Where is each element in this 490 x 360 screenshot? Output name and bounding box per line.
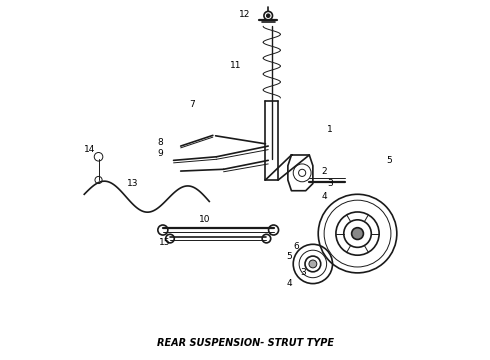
- Text: 7: 7: [189, 100, 195, 109]
- Text: 6: 6: [293, 242, 299, 251]
- Text: 15: 15: [159, 238, 171, 247]
- Text: 3: 3: [300, 268, 306, 277]
- Text: 11: 11: [230, 61, 242, 70]
- Text: 9: 9: [157, 149, 163, 158]
- Text: 2: 2: [322, 167, 327, 176]
- Text: 3: 3: [327, 179, 333, 188]
- Text: 1: 1: [327, 126, 333, 135]
- Text: 10: 10: [198, 215, 210, 224]
- Circle shape: [267, 14, 270, 18]
- Text: 13: 13: [127, 179, 139, 188]
- Circle shape: [309, 260, 317, 268]
- Text: 8: 8: [157, 138, 163, 147]
- Text: 4: 4: [322, 192, 327, 201]
- Text: 4: 4: [286, 279, 292, 288]
- Circle shape: [352, 228, 364, 239]
- Text: 12: 12: [239, 10, 250, 19]
- Text: 14: 14: [84, 145, 96, 154]
- Text: 5: 5: [386, 156, 392, 165]
- Text: REAR SUSPENSION- STRUT TYPE: REAR SUSPENSION- STRUT TYPE: [156, 338, 334, 348]
- Text: 5: 5: [286, 252, 292, 261]
